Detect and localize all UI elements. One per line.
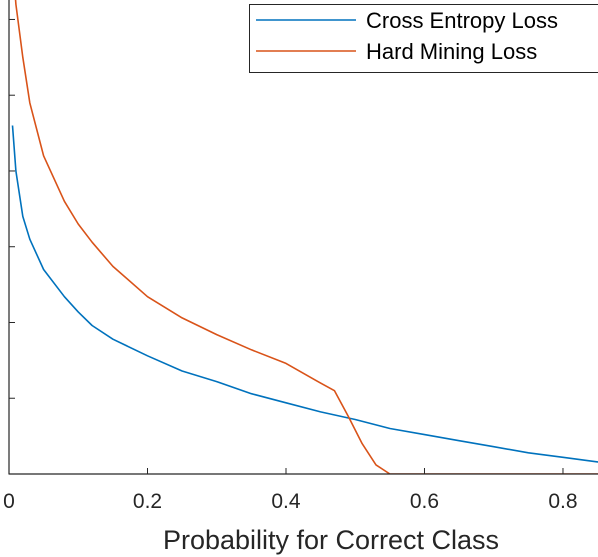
x-tick-label: 0 [3, 490, 15, 513]
legend-box [249, 4, 598, 73]
x-tick-label: 0.6 [410, 490, 439, 513]
x-tick-label: 0.2 [133, 490, 162, 513]
series-line-1 [14, 0, 598, 474]
legend: Cross Entropy Loss Hard Mining Loss [249, 4, 598, 73]
legend-label-hard-mining: Hard Mining Loss [366, 39, 537, 64]
axes [8, 0, 598, 475]
series-layer [11, 0, 598, 474]
legend-label-cross-entropy: Cross Entropy Loss [366, 8, 558, 33]
series-line-0 [11, 125, 598, 463]
x-tick-labels: 0 0.2 0.4 0.6 0.8 [3, 490, 577, 513]
x-tick-label: 0.4 [271, 490, 301, 513]
x-tick-label: 0.8 [548, 490, 577, 513]
x-axis-title: Probability for Correct Class [163, 525, 499, 555]
